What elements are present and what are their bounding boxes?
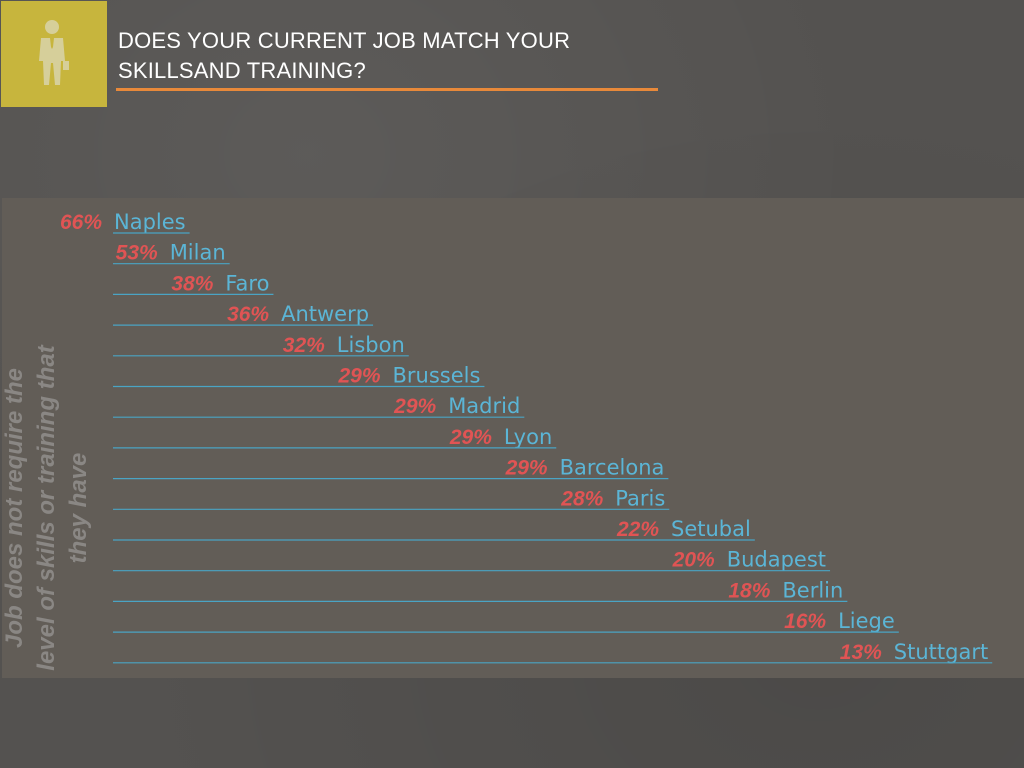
percent-label: 53% <box>116 242 158 265</box>
businessman-icon <box>39 20 69 85</box>
city-label: Lyon <box>504 425 552 449</box>
city-label: Milan <box>170 241 226 265</box>
city-label: Stuttgart <box>894 640 988 664</box>
city-label: Madrid <box>448 394 520 418</box>
city-label: Paris <box>615 486 665 510</box>
city-label: Brussels <box>393 364 481 388</box>
city-label: Barcelona <box>560 456 665 480</box>
city-label: Berlin <box>782 578 843 602</box>
city-label: Antwerp <box>281 302 369 326</box>
percent-label: 28% <box>560 487 603 510</box>
percent-label: 20% <box>672 549 715 572</box>
percent-label: 38% <box>171 272 213 295</box>
percent-label: 22% <box>616 518 659 541</box>
city-label: Lisbon <box>337 333 405 357</box>
logo-box <box>1 1 107 107</box>
percent-label: 29% <box>505 457 548 480</box>
city-label: Setubal <box>671 517 751 541</box>
city-label: Naples <box>114 210 186 234</box>
title-line-2: SKILLSAND TRAINING? <box>118 58 366 83</box>
percent-label: 32% <box>283 334 325 357</box>
percent-label: 13% <box>840 641 882 664</box>
percent-label: 29% <box>393 395 436 418</box>
city-label: Liege <box>838 609 895 633</box>
city-label: Faro <box>225 271 269 295</box>
percent-label: 18% <box>728 579 770 602</box>
title-underline <box>116 88 658 91</box>
percent-label: 66% <box>60 211 102 234</box>
percent-label: 16% <box>784 610 826 633</box>
percent-label: 29% <box>449 426 492 449</box>
title-line-1: DOES YOUR CURRENT JOB MATCH YOUR <box>118 28 571 53</box>
page-title: DOES YOUR CURRENT JOB MATCH YOUR SKILLSA… <box>118 26 678 86</box>
percent-label: 36% <box>227 303 269 326</box>
city-label: Budapest <box>727 548 826 572</box>
percent-label: 29% <box>337 365 380 388</box>
chart-panel <box>2 198 1024 678</box>
